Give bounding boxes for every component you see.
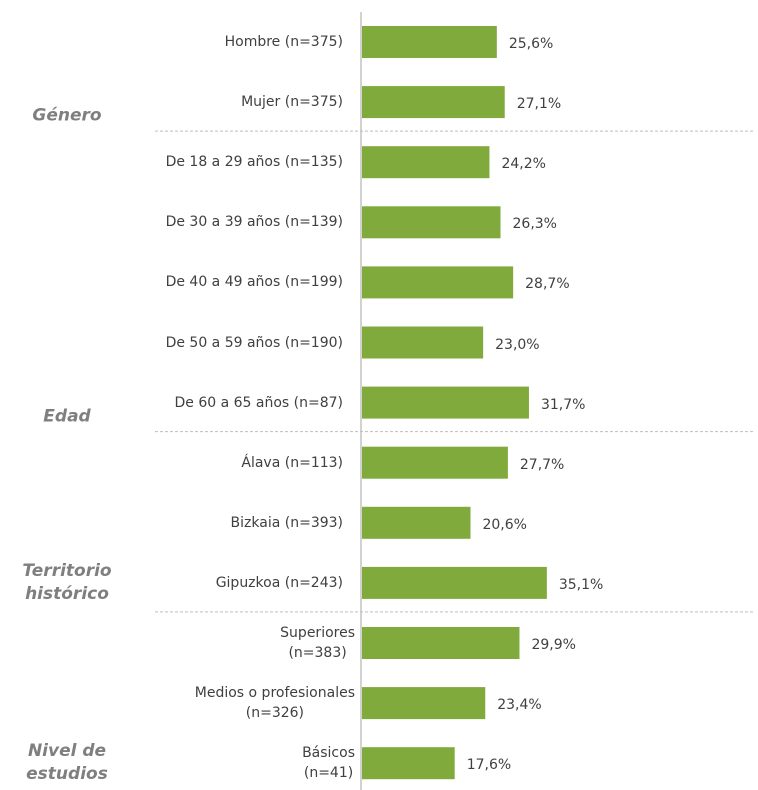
category-label: Bizkaia (n=393) — [230, 514, 343, 531]
category-label: Hombre (n=375) — [224, 34, 343, 50]
value-label: 27,1% — [516, 96, 562, 113]
value-label: 23,4% — [497, 697, 542, 714]
group-label: Edad — [43, 406, 91, 427]
category-label: De 50 a 59 años (n=190) — [165, 334, 343, 351]
value-label: 29,9% — [531, 637, 576, 653]
bar — [362, 506, 471, 539]
bar — [362, 386, 529, 419]
category-label: Superiores (n=383) — [280, 625, 355, 661]
value-label: 17,6% — [466, 757, 512, 774]
category-label: Mujer (n=375) — [241, 94, 343, 111]
group-label: Género — [32, 105, 102, 126]
bar — [362, 86, 505, 119]
bar — [362, 206, 501, 239]
category-label: Álava (n=113) — [241, 454, 343, 471]
bar — [362, 446, 508, 479]
value-label: 23,0% — [495, 336, 540, 353]
bar — [362, 26, 497, 58]
value-label: 25,6% — [508, 36, 554, 52]
group-label: Nivel de estudios — [26, 741, 108, 785]
category-label: De 18 a 29 años (n=135) — [165, 154, 343, 171]
bar — [362, 566, 547, 599]
bar — [362, 687, 486, 720]
category-label: Gipuzkoa (n=243) — [215, 574, 343, 591]
value-label: 35,1% — [558, 576, 604, 593]
value-label: 20,6% — [482, 516, 527, 533]
group-label: Territorio histórico — [22, 560, 112, 604]
category-label: Medios o profesionales (n=326) — [194, 685, 355, 722]
bar — [362, 627, 520, 659]
bar — [362, 146, 490, 179]
value-label: 31,7% — [540, 396, 586, 413]
value-label: 24,2% — [501, 156, 546, 173]
category-label: De 40 a 49 años (n=199) — [165, 274, 343, 291]
value-label: 27,7% — [519, 456, 565, 473]
value-label: 26,3% — [512, 216, 557, 233]
bar — [362, 326, 484, 359]
value-label: 28,7% — [525, 276, 570, 293]
category-label: De 30 a 39 años (n=139) — [165, 214, 343, 231]
bar — [362, 747, 455, 780]
bar — [362, 266, 514, 299]
category-label: Básicos (n=41) — [302, 745, 355, 782]
category-label: De 60 a 65 años (n=87) — [174, 394, 343, 411]
